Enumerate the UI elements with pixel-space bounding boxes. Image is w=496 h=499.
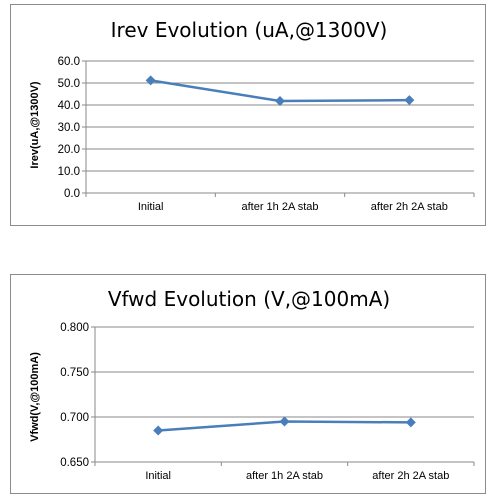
y-tick-label: 10.0: [58, 166, 80, 178]
data-point: [279, 416, 290, 427]
chart-title: Vfwd Evolution (V,@100mA): [108, 287, 390, 311]
x-tick-label: Initial: [145, 470, 171, 482]
y-tick-label: 40.0: [58, 100, 80, 112]
y-tick-label: 60.0: [58, 56, 80, 68]
y-tick-label: 0.800: [60, 322, 89, 334]
y-axis-label: Vfwd(V,@100mA): [29, 352, 41, 442]
y-axis-label: Irev(uA,@1300V): [29, 81, 41, 168]
irev-chart-panel: Irev Evolution (uA,@1300V) Irev(uA,@1300…: [10, 4, 486, 226]
vfwd-chart: Vfwd Evolution (V,@100mA) Vfwd(V,@100mA)…: [29, 287, 475, 482]
y-tick-label: 0.750: [60, 367, 89, 379]
y-tick-label: 0.650: [60, 457, 89, 469]
x-tick-label: after 1h 2A stab: [246, 470, 323, 482]
x-tick-label: Initial: [138, 201, 164, 213]
y-tick-label: 30.0: [58, 122, 80, 134]
irev-chart: Irev Evolution (uA,@1300V) Irev(uA,@1300…: [29, 18, 475, 213]
data-point: [145, 75, 156, 86]
y-tick-label: 20.0: [58, 144, 80, 156]
data-point: [404, 95, 415, 106]
data-point: [405, 417, 416, 428]
y-tick-label: 0.700: [60, 412, 89, 424]
chart-title: Irev Evolution (uA,@1300V): [111, 18, 388, 42]
y-tick-label: 0.0: [64, 188, 80, 200]
y-tick-label: 50.0: [58, 78, 80, 90]
x-tick-label: after 1h 2A stab: [241, 201, 318, 213]
x-tick-label: after 2h 2A stab: [372, 470, 449, 482]
vfwd-chart-panel: Vfwd Evolution (V,@100mA) Vfwd(V,@100mA)…: [10, 274, 486, 494]
data-point: [153, 425, 164, 436]
data-point: [275, 96, 285, 107]
x-tick-label: after 2h 2A stab: [371, 201, 448, 213]
